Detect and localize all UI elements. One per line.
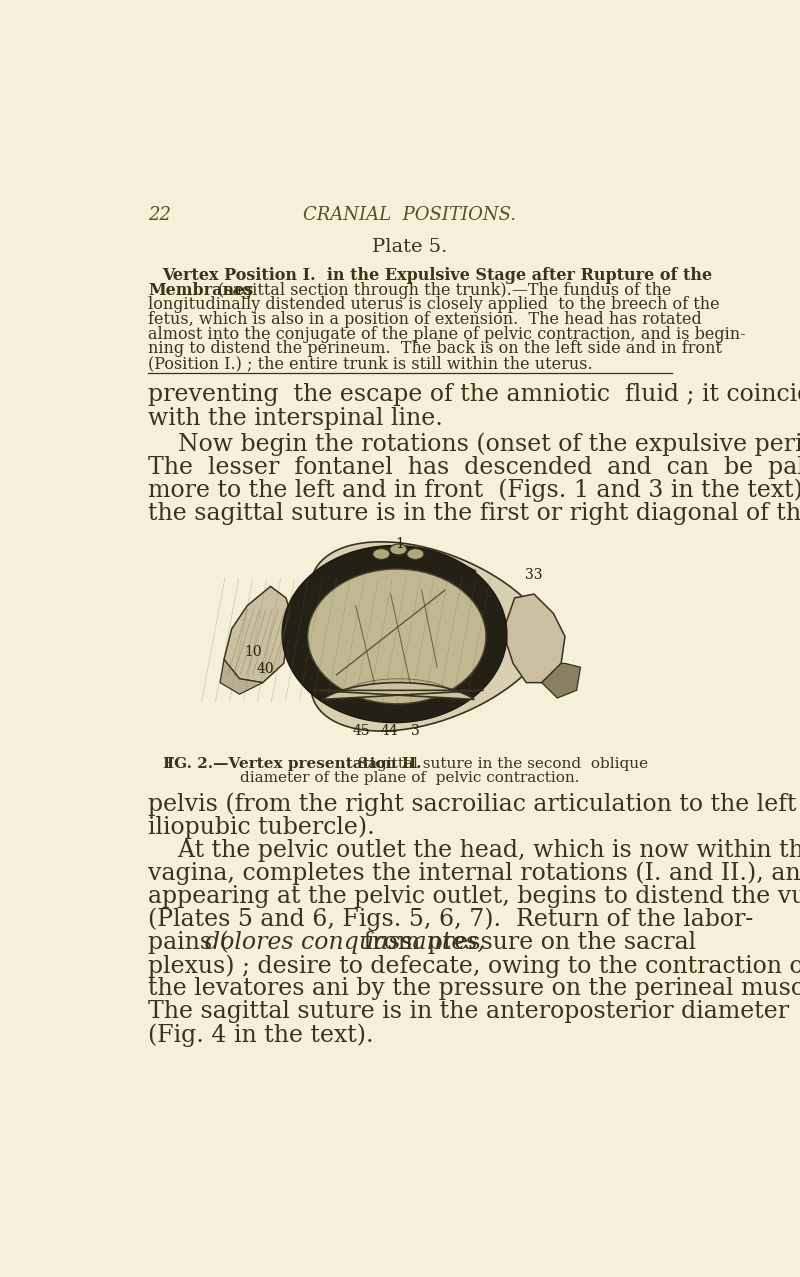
Text: 33: 33 bbox=[526, 568, 542, 582]
Text: appearing at the pelvic outlet, begins to distend the vulva: appearing at the pelvic outlet, begins t… bbox=[148, 885, 800, 908]
Text: Vertex Position I.  in the Expulsive Stage after Rupture of the: Vertex Position I. in the Expulsive Stag… bbox=[162, 267, 712, 285]
Text: 10: 10 bbox=[244, 645, 262, 659]
Text: pains (: pains ( bbox=[148, 931, 229, 954]
Polygon shape bbox=[542, 663, 581, 699]
Text: Plate 5.: Plate 5. bbox=[372, 238, 448, 255]
Text: 44: 44 bbox=[380, 724, 398, 738]
Text: (Position I.) ; the entire trunk is still within the uterus.: (Position I.) ; the entire trunk is stil… bbox=[148, 355, 593, 372]
Polygon shape bbox=[313, 683, 484, 700]
Text: fetus, which is also in a position of extension.  The head has rotated: fetus, which is also in a position of ex… bbox=[148, 312, 702, 328]
Ellipse shape bbox=[308, 570, 486, 704]
Text: (Fig. 4 in the text).: (Fig. 4 in the text). bbox=[148, 1023, 374, 1047]
Text: iliopubic tubercle).: iliopubic tubercle). bbox=[148, 816, 374, 839]
Text: CRANIAL  POSITIONS.: CRANIAL POSITIONS. bbox=[303, 206, 517, 223]
Text: more to the left and in front  (Figs. 1 and 3 in the text) ;: more to the left and in front (Figs. 1 a… bbox=[148, 479, 800, 502]
Text: Sagittal suture in the second  oblique: Sagittal suture in the second oblique bbox=[348, 757, 648, 771]
Polygon shape bbox=[282, 545, 507, 723]
Text: 45: 45 bbox=[352, 724, 370, 738]
Text: F: F bbox=[162, 757, 173, 771]
Text: the sagittal suture is in the first or right diagonal of the: the sagittal suture is in the first or r… bbox=[148, 502, 800, 525]
Polygon shape bbox=[321, 548, 476, 595]
Polygon shape bbox=[311, 541, 550, 730]
Text: almost into the conjugate of the plane of pelvic contraction, and is begin-: almost into the conjugate of the plane o… bbox=[148, 326, 746, 342]
Text: preventing  the escape of the amniotic  fluid ; it coincides: preventing the escape of the amniotic fl… bbox=[148, 383, 800, 406]
Text: plexus) ; desire to defecate, owing to the contraction of: plexus) ; desire to defecate, owing to t… bbox=[148, 954, 800, 978]
Text: pelvis (from the right sacroiliac articulation to the left: pelvis (from the right sacroiliac articu… bbox=[148, 792, 797, 816]
Text: vagina, completes the internal rotations (I. and II.), and,: vagina, completes the internal rotations… bbox=[148, 862, 800, 885]
Text: 1: 1 bbox=[395, 538, 404, 552]
Ellipse shape bbox=[373, 549, 390, 559]
Polygon shape bbox=[506, 594, 565, 683]
Text: from pressure on the sacral: from pressure on the sacral bbox=[356, 931, 696, 954]
Text: 3: 3 bbox=[411, 724, 420, 738]
Text: ning to distend the perineum.  The back is on the left side and in front: ning to distend the perineum. The back i… bbox=[148, 341, 722, 358]
Text: Membranes: Membranes bbox=[148, 282, 254, 299]
Text: Now begin the rotations (onset of the expulsive period) :: Now begin the rotations (onset of the ex… bbox=[148, 433, 800, 456]
Text: dolores conquassantes,: dolores conquassantes, bbox=[206, 931, 486, 954]
Text: 22: 22 bbox=[148, 206, 171, 223]
Text: The sagittal suture is in the anteroposterior diameter: The sagittal suture is in the anteropost… bbox=[148, 1000, 789, 1023]
Text: IG. 2.—Vertex presentation II.: IG. 2.—Vertex presentation II. bbox=[167, 757, 422, 771]
Text: (sagittal section through the trunk).—The fundus of the: (sagittal section through the trunk).—Th… bbox=[218, 282, 671, 299]
Text: (Plates 5 and 6, Figs. 5, 6, 7).  Return of the labor-: (Plates 5 and 6, Figs. 5, 6, 7). Return … bbox=[148, 908, 754, 931]
Text: diameter of the plane of  pelvic contraction.: diameter of the plane of pelvic contract… bbox=[240, 771, 580, 785]
Text: At the pelvic outlet the head, which is now within the: At the pelvic outlet the head, which is … bbox=[148, 839, 800, 862]
Text: The  lesser  fontanel  has  descended  and  can  be  palpated: The lesser fontanel has descended and ca… bbox=[148, 456, 800, 479]
Text: 40: 40 bbox=[256, 661, 274, 676]
Text: the levatores ani by the pressure on the perineal muscles.: the levatores ani by the pressure on the… bbox=[148, 977, 800, 1000]
Polygon shape bbox=[220, 659, 262, 695]
Text: with the interspinal line.: with the interspinal line. bbox=[148, 406, 443, 429]
Text: longitudinally distended uterus is closely applied  to the breech of the: longitudinally distended uterus is close… bbox=[148, 296, 720, 313]
Polygon shape bbox=[224, 586, 294, 683]
Ellipse shape bbox=[390, 544, 407, 554]
Ellipse shape bbox=[407, 549, 424, 559]
